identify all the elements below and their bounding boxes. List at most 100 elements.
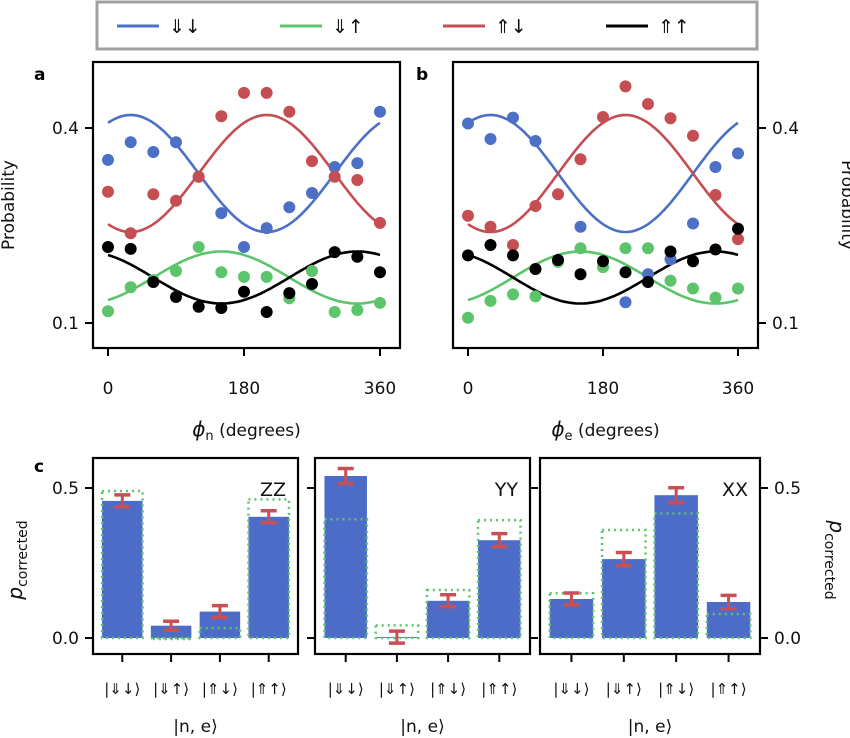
ideal-outline xyxy=(149,636,193,641)
data-point xyxy=(619,242,632,255)
data-point xyxy=(462,117,474,130)
data-point xyxy=(260,270,273,283)
panel-label-c: c xyxy=(34,457,44,477)
data-point xyxy=(574,220,587,233)
data-point xyxy=(687,217,699,230)
x-tick-label: 360 xyxy=(364,379,396,399)
data-point xyxy=(102,185,114,198)
legend-label: ⇓↓ xyxy=(169,16,201,38)
data-point xyxy=(260,222,273,235)
data-point xyxy=(147,146,160,159)
data-point xyxy=(170,194,182,207)
basis-label: XX xyxy=(722,479,748,501)
data-point xyxy=(328,246,341,259)
ideal-outline xyxy=(425,588,471,640)
axes-frame xyxy=(313,456,532,656)
bar xyxy=(324,476,367,638)
data-point xyxy=(306,265,318,277)
bar xyxy=(602,559,646,638)
data-point xyxy=(192,240,205,253)
legend: ⇓↓ ⇓↑ ⇑↓ ⇑↑ xyxy=(95,0,759,51)
data-point xyxy=(687,255,699,268)
data-point xyxy=(664,245,677,258)
y-tick-label: 0.4 xyxy=(772,119,799,139)
data-point xyxy=(328,170,341,183)
panel-label-a: a xyxy=(34,65,45,85)
panel-b: 0 180 360 0.4 0.1 ϕe (degrees) Probability xyxy=(451,60,850,444)
data-point xyxy=(170,265,182,277)
data-point xyxy=(597,110,609,123)
data-point xyxy=(709,243,722,256)
data-point xyxy=(709,161,722,173)
data-point xyxy=(351,157,364,170)
x-axis-label: |n, e⟩ xyxy=(628,717,672,737)
data-point xyxy=(664,112,677,125)
bar xyxy=(248,516,289,638)
data-point xyxy=(124,227,137,240)
data-point xyxy=(238,86,250,99)
data-point xyxy=(147,276,160,289)
x-tick-label: |⇑↑⟩ xyxy=(481,680,517,698)
data-point xyxy=(507,249,519,262)
x-tick-label: |⇑↓⟩ xyxy=(658,680,694,698)
data-point xyxy=(124,242,137,255)
data-point xyxy=(732,233,744,246)
bar xyxy=(102,500,143,638)
basis-label: YY xyxy=(494,479,519,501)
y-tick-label: 0.0 xyxy=(52,629,79,649)
data-point xyxy=(238,240,250,253)
axes-frame xyxy=(451,60,760,350)
ideal-outline xyxy=(548,592,595,640)
x-tick-label: |⇓↓⟩ xyxy=(328,680,364,698)
data-point xyxy=(215,266,228,279)
x-tick-label: 180 xyxy=(587,379,619,399)
legend-label: ⇑↑ xyxy=(658,16,690,38)
data-point xyxy=(619,80,632,93)
data-point xyxy=(192,170,205,183)
x-tick-label: 360 xyxy=(722,379,754,399)
axes-frame xyxy=(91,456,300,656)
ideal-outline xyxy=(100,489,144,640)
data-point xyxy=(170,136,182,149)
data-point xyxy=(507,288,519,301)
data-point xyxy=(351,250,364,263)
y-axis-label: pcorrected xyxy=(821,519,849,599)
data-point xyxy=(664,274,677,287)
data-point xyxy=(529,263,542,276)
data-point xyxy=(484,220,497,233)
data-point xyxy=(238,285,250,298)
y-tick-label: 0.5 xyxy=(52,479,79,499)
data-point xyxy=(552,188,564,201)
bar xyxy=(654,495,698,638)
data-point xyxy=(215,302,228,315)
y-axis-label: pcorrected xyxy=(3,520,31,600)
panel-label-b: b xyxy=(416,65,428,85)
data-point xyxy=(619,296,632,309)
x-tick-label: 0 xyxy=(463,379,474,399)
data-point xyxy=(574,153,587,166)
data-point xyxy=(709,188,722,201)
data-point xyxy=(102,305,114,318)
data-point xyxy=(462,311,474,324)
axes-frame xyxy=(91,60,402,350)
data-point xyxy=(529,290,542,303)
data-point xyxy=(215,110,228,123)
ideal-outline xyxy=(476,518,522,640)
bar-panel-yy: |⇓↓⟩ |⇓↑⟩ |⇑↓⟩ |⇑↑⟩ YY |n, e⟩ xyxy=(307,456,538,737)
data-point xyxy=(462,249,474,262)
x-tick-label: |⇑↓⟩ xyxy=(430,680,466,698)
data-point xyxy=(102,153,114,166)
data-point xyxy=(215,207,228,220)
x-tick-label: |⇑↑⟩ xyxy=(711,680,747,698)
data-point xyxy=(732,147,744,160)
y-tick-label: 0.1 xyxy=(52,314,79,334)
data-point xyxy=(238,270,250,283)
y-tick-label: 0.4 xyxy=(52,119,79,139)
data-point xyxy=(642,242,654,255)
data-point xyxy=(102,240,114,253)
x-tick-label: |⇓↑⟩ xyxy=(153,680,189,698)
data-point xyxy=(306,155,318,168)
x-axis-label: ϕe (degrees) xyxy=(551,417,659,444)
x-axis-label: |n, e⟩ xyxy=(400,717,444,737)
